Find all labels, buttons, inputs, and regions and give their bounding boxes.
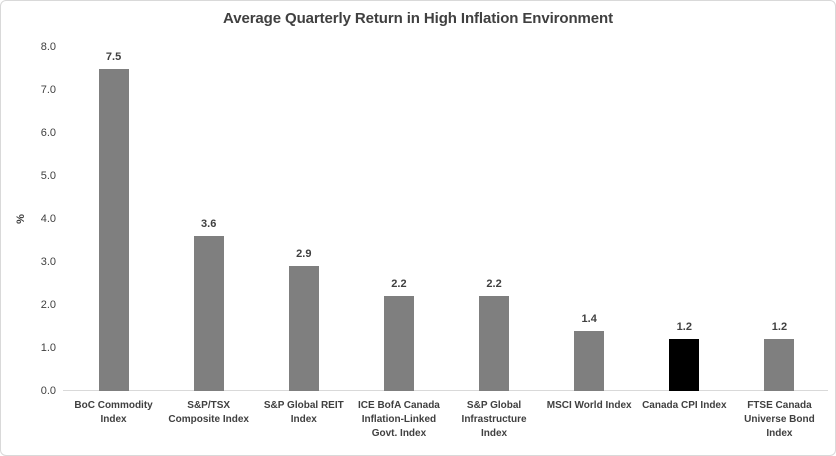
- bar-slot: 3.6: [161, 47, 256, 391]
- bar-slot: 1.2: [637, 47, 732, 391]
- y-tick-label: 2.0: [40, 299, 56, 311]
- chart-title: Average Quarterly Return in High Inflati…: [223, 10, 613, 27]
- plot-area: 7.5 3.6 2.9 2.2 2.2 1.4 1.2 1.2: [63, 47, 828, 391]
- bar-slot: 2.2: [447, 47, 542, 391]
- category-label: S&P Global Infrastructure Index: [461, 400, 527, 439]
- bar-value-label: 2.9: [296, 248, 312, 261]
- y-tick-label: 1.0: [40, 342, 56, 354]
- bar-series: [98, 68, 129, 391]
- category-label: Canada CPI Index: [642, 400, 727, 411]
- x-axis-category-labels: BoC Commodity Index S&P/TSX Composite Index…: [66, 399, 827, 441]
- bar-series: [193, 236, 224, 391]
- bar-highlighted: [669, 339, 700, 391]
- category-label: ICE BofA Canada Inflation-Linked Govt. Ind…: [358, 400, 440, 439]
- bar-value-label: 2.2: [391, 278, 407, 291]
- bar-slot: 7.5: [66, 47, 161, 391]
- bar-slot: 1.2: [732, 47, 827, 391]
- category-label: MSCI World Index: [546, 400, 632, 411]
- category-label: FTSE Canada Universe Bond Index: [744, 400, 815, 439]
- bar-slot: 1.4: [542, 47, 637, 391]
- y-tick-label: 5.0: [40, 170, 56, 182]
- bar-series: [479, 296, 510, 391]
- category-label: S&P/TSX Composite Index: [168, 400, 249, 425]
- bar-slot: 2.2: [351, 47, 446, 391]
- y-tick-label: 0.0: [40, 385, 56, 397]
- y-axis-tick-labels: 0.0 1.0 2.0 3.0 4.0 5.0 6.0 7.0 8.0: [1, 1, 56, 455]
- bar-value-label: 1.4: [581, 312, 597, 325]
- category-label: S&P Global REIT Index: [263, 400, 344, 425]
- y-tick-label: 6.0: [40, 127, 56, 139]
- bar-value-label: 1.2: [676, 321, 692, 334]
- bar-value-label: 7.5: [105, 50, 122, 63]
- bar-value-label: 2.2: [486, 278, 502, 291]
- bar-value-label: 1.2: [771, 321, 788, 334]
- y-tick-label: 8.0: [40, 41, 56, 53]
- bar-series: [383, 296, 414, 391]
- bar-series: [764, 339, 795, 391]
- y-tick-label: 4.0: [40, 213, 56, 225]
- bar-series: [288, 266, 319, 391]
- y-tick-label: 3.0: [40, 256, 56, 268]
- bar-value-label: 3.6: [201, 218, 217, 231]
- bar-series: [574, 330, 605, 391]
- category-label: BoC Commodity Index: [74, 400, 153, 425]
- bar-slot: 2.9: [256, 47, 351, 391]
- y-tick-label: 7.0: [40, 84, 56, 96]
- x-axis-line: [63, 390, 828, 391]
